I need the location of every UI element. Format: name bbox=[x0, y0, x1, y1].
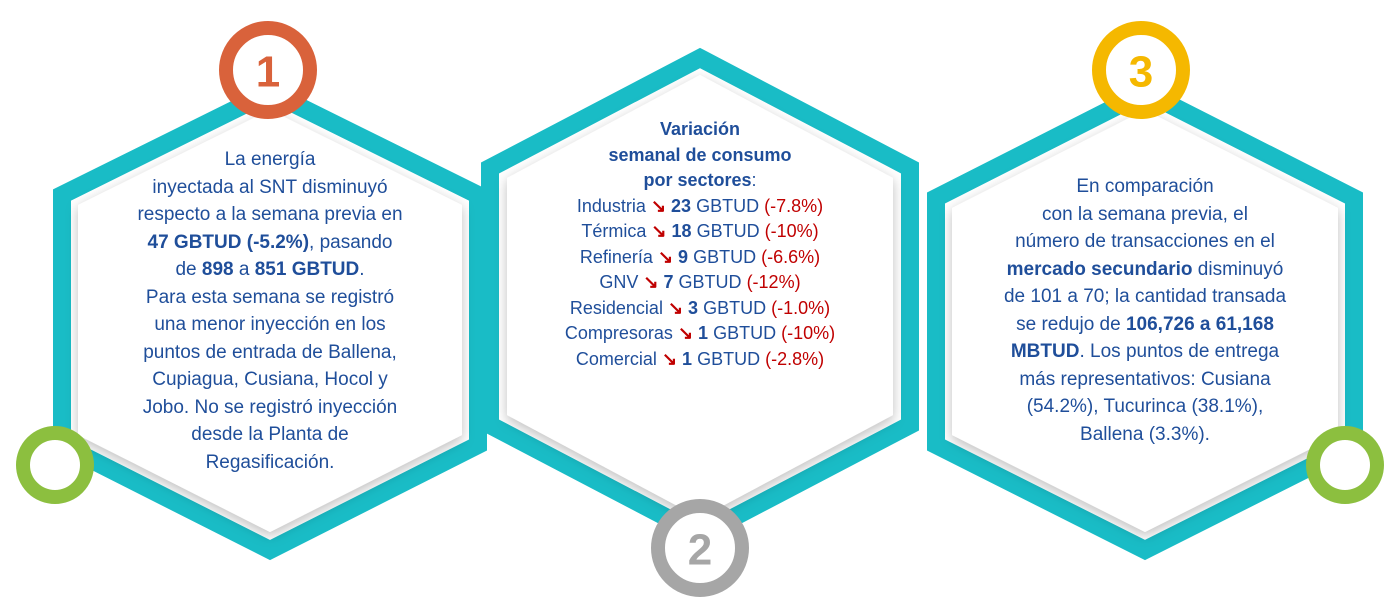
text: puntos de entrada de Ballena, bbox=[143, 341, 397, 363]
value: 23 bbox=[671, 195, 692, 216]
sector-row: Térmica ↘ 18 GBTUD (-10%) bbox=[510, 219, 890, 245]
text: En comparación bbox=[1076, 176, 1214, 197]
text: Ballena (3.3%). bbox=[1080, 423, 1210, 445]
down-arrow: ↘ bbox=[662, 297, 689, 318]
sector-list: Industria ↘ 23 GBTUD (-7.8%) Térmica ↘ 18… bbox=[510, 194, 890, 373]
sector-row: Industria ↘ 23 GBTUD (-7.8%) bbox=[510, 194, 890, 220]
down-arrow: ↘ bbox=[652, 246, 679, 267]
text: La energía bbox=[224, 149, 316, 170]
panel-3-text: En comparación con la semana previa, el … bbox=[970, 173, 1320, 448]
sector: GNV bbox=[599, 272, 639, 292]
value: 9 bbox=[678, 246, 689, 267]
badge-number: 2 bbox=[688, 526, 712, 575]
unit: GBTUD bbox=[696, 221, 760, 241]
text: mercado secundario bbox=[1006, 258, 1193, 280]
title: semanal de consumo bbox=[608, 144, 792, 165]
change: (-2.8%) bbox=[765, 348, 825, 369]
badge-number: 3 bbox=[1129, 48, 1153, 97]
change: (-7.8%) bbox=[764, 195, 824, 216]
ring bbox=[1306, 426, 1384, 504]
value: 1 bbox=[682, 348, 693, 369]
text: con la semana previa, el bbox=[1042, 203, 1248, 225]
change: (-12%) bbox=[746, 272, 801, 292]
down-arrow: ↘ bbox=[646, 221, 672, 241]
sector-row: Residencial ↘ 3 GBTUD (-1.0%) bbox=[510, 296, 890, 322]
value: 7 bbox=[663, 272, 674, 292]
text: . bbox=[359, 259, 365, 280]
unit: GBTUD bbox=[713, 323, 777, 343]
text: 851 GBTUD bbox=[254, 259, 360, 280]
text: , pasando bbox=[309, 231, 393, 253]
value: 18 bbox=[671, 221, 692, 241]
badge-2 bbox=[651, 499, 749, 597]
value: 3 bbox=[688, 297, 699, 318]
text: número de transacciones en el bbox=[1015, 231, 1275, 252]
sector-row: Comercial ↘ 1 GBTUD (-2.8%) bbox=[510, 347, 890, 373]
sector-row: GNV ↘ 7 GBTUD (-12%) bbox=[510, 270, 890, 296]
title: por sectores bbox=[643, 170, 752, 190]
change: (-10%) bbox=[781, 323, 836, 343]
badge-3 bbox=[1092, 21, 1190, 119]
hexagon-1-outline bbox=[53, 81, 487, 561]
hexagon-1 bbox=[78, 110, 462, 532]
sector: Compresoras bbox=[564, 323, 673, 343]
change: (-10%) bbox=[764, 221, 819, 241]
value: 1 bbox=[698, 323, 709, 343]
text: se redujo de bbox=[1016, 313, 1126, 335]
down-arrow: ↘ bbox=[656, 348, 683, 369]
text: MBTUD bbox=[1010, 341, 1080, 362]
unit: GBTUD bbox=[703, 297, 767, 318]
down-arrow: ↘ bbox=[672, 323, 699, 343]
sector-row: Refinería ↘ 9 GBTUD (-6.6%) bbox=[510, 245, 890, 271]
text: 106,726 a 61,168 bbox=[1125, 313, 1274, 335]
text: más representativos: Cusiana bbox=[1019, 368, 1271, 390]
panel-2-text: Variación semanal de consumo por sectore… bbox=[510, 117, 890, 372]
text: Regasificación. bbox=[205, 451, 335, 473]
change: (-6.6%) bbox=[761, 246, 821, 267]
text: una menor inyección en los bbox=[154, 314, 386, 335]
ring bbox=[16, 426, 94, 504]
unit: GBTUD bbox=[693, 246, 757, 267]
text: (54.2%), Tucurinca (38.1%), bbox=[1026, 396, 1264, 417]
unit: GBTUD bbox=[696, 195, 760, 216]
hexagon-2 bbox=[507, 75, 893, 518]
text: desde la Planta de bbox=[191, 424, 349, 445]
text: Jobo. No se registró inyección bbox=[142, 396, 398, 418]
sector: Térmica bbox=[581, 221, 647, 241]
unit: GBTUD bbox=[697, 348, 761, 369]
sector-row: Compresoras ↘ 1 GBTUD (-10%) bbox=[510, 321, 890, 347]
panel-1-text: La energía inyectada al SNT disminuyó re… bbox=[95, 146, 445, 476]
sector: Industria bbox=[576, 195, 646, 216]
text: respecto a la semana previa en bbox=[137, 204, 403, 225]
down-arrow: ↘ bbox=[645, 195, 672, 216]
unit: GBTUD bbox=[678, 272, 742, 292]
text: a bbox=[233, 259, 255, 280]
sector: Residencial bbox=[569, 297, 663, 318]
text: disminuyó bbox=[1192, 258, 1284, 280]
hexagon-3 bbox=[952, 110, 1338, 532]
text: inyectada al SNT disminuyó bbox=[152, 176, 388, 198]
text: de bbox=[175, 259, 202, 280]
change: (-1.0%) bbox=[771, 297, 831, 318]
sector: Refinería bbox=[579, 246, 653, 267]
badge-1 bbox=[219, 21, 317, 119]
text: 47 GBTUD (-5.2%) bbox=[147, 231, 310, 253]
text: Cupiagua, Cusiana, Hocol y bbox=[152, 369, 388, 390]
badge-number: 1 bbox=[256, 48, 280, 97]
text: de 101 a 70; la cantidad transada bbox=[1003, 286, 1287, 307]
sector: Comercial bbox=[575, 348, 657, 369]
hexagon-3-outline bbox=[927, 81, 1363, 561]
text: Para esta semana se registró bbox=[145, 286, 395, 308]
title: Variación bbox=[659, 119, 741, 139]
text: 898 bbox=[201, 259, 234, 280]
title: : bbox=[751, 170, 757, 190]
down-arrow: ↘ bbox=[638, 272, 664, 292]
text: . Los puntos de entrega bbox=[1079, 341, 1280, 362]
